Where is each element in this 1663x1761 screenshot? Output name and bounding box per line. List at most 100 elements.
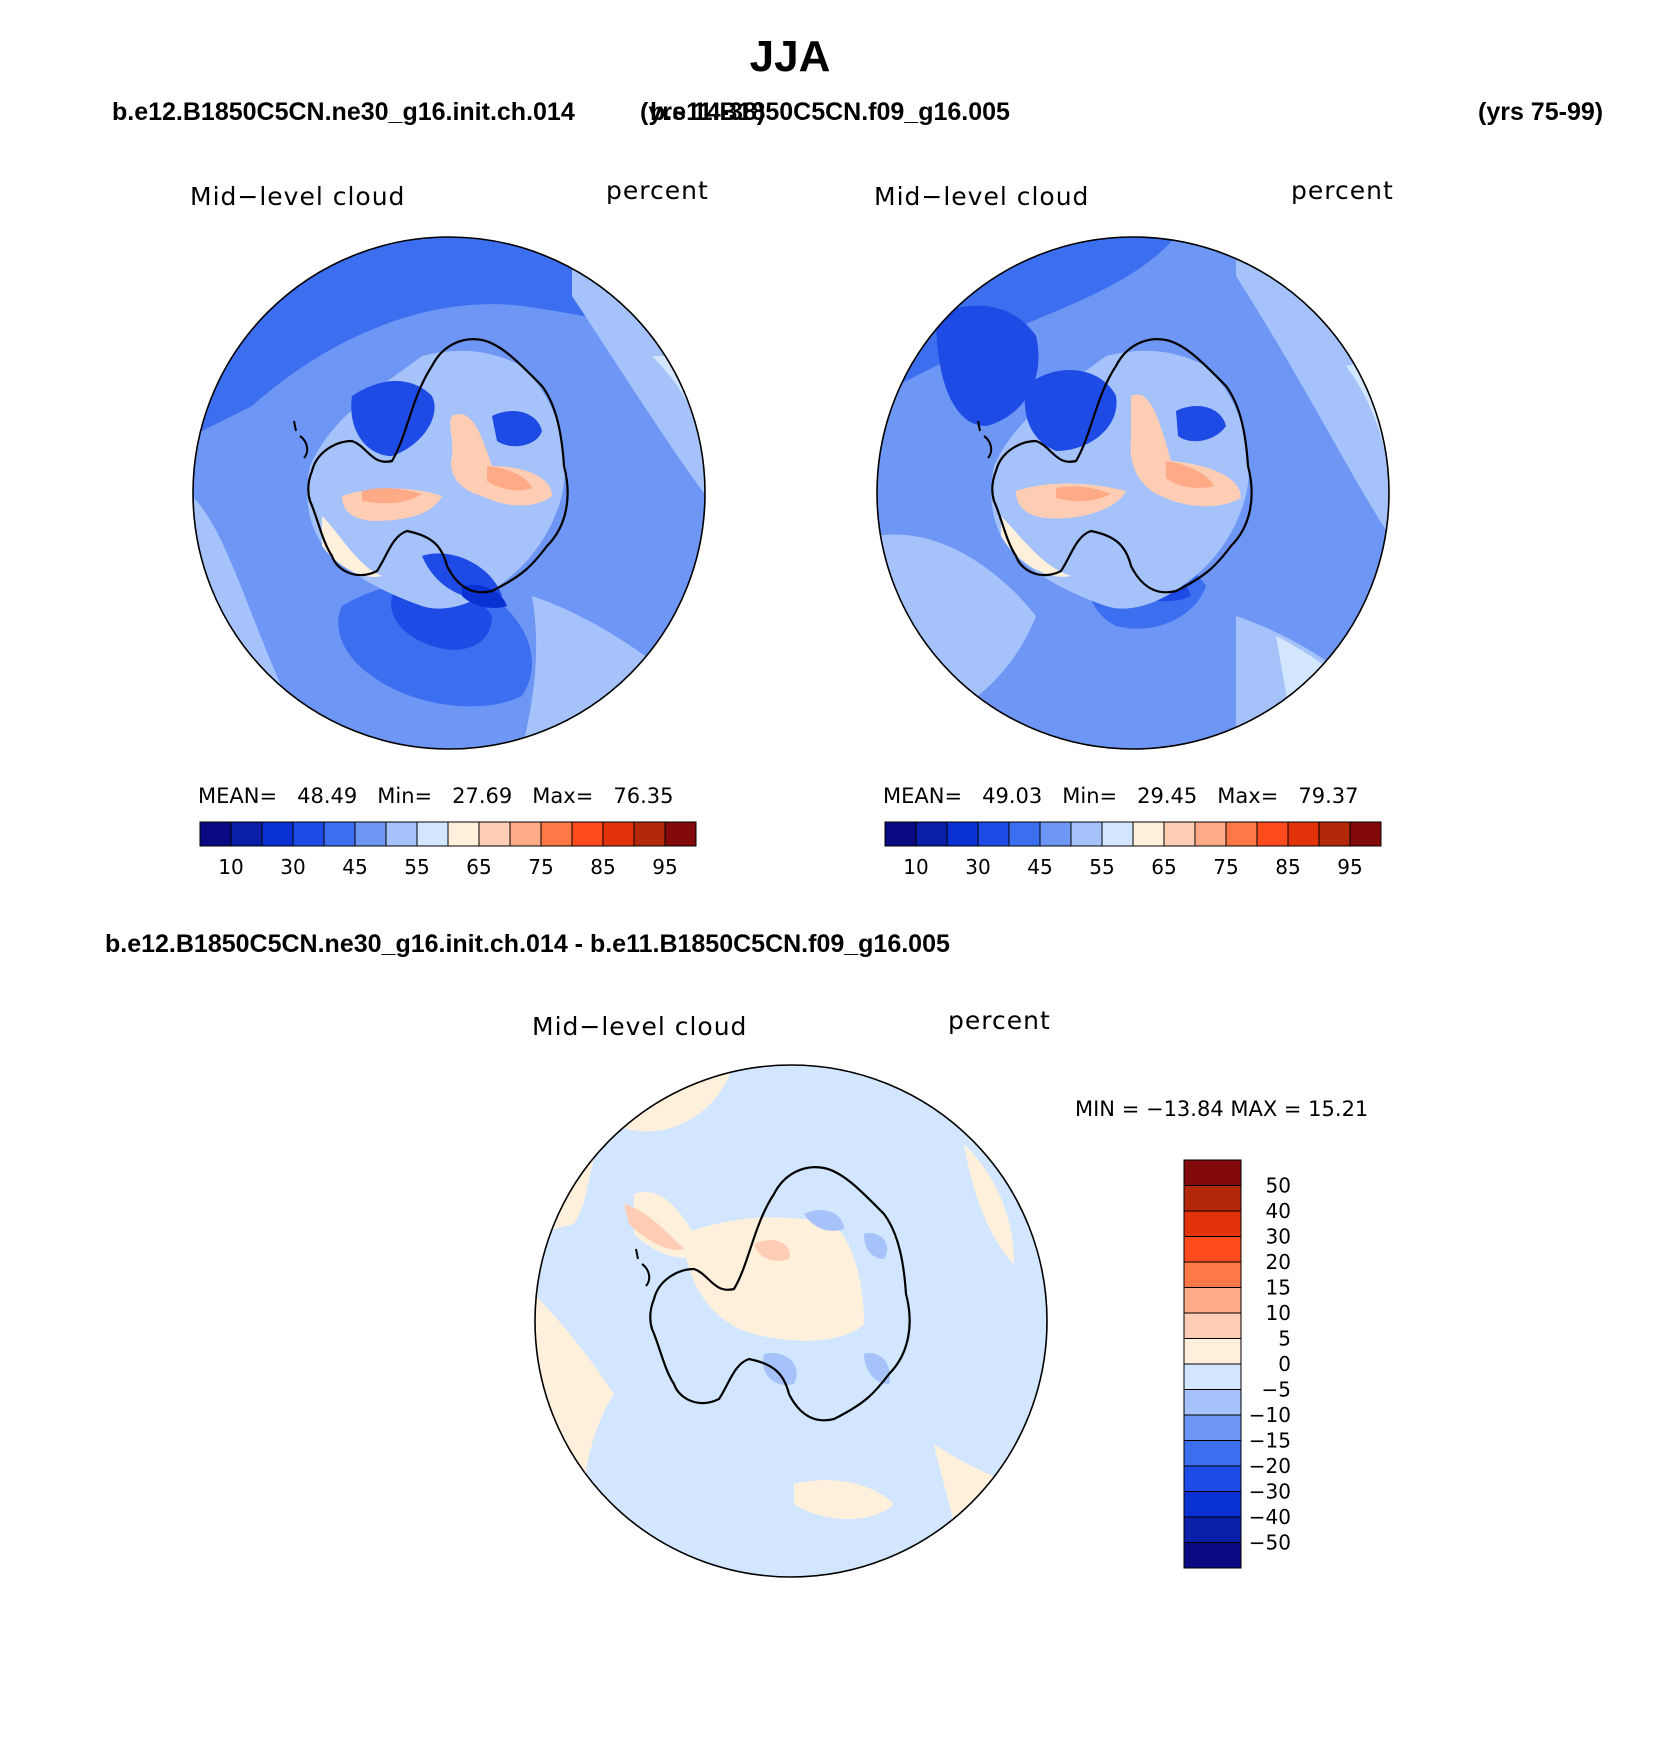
diff-colorbar-swatch [1183, 1236, 1242, 1263]
panel1-min-label: Min= [377, 784, 433, 808]
panel2-stats: MEAN= 49.03 Min= 29.45 Max= 79.37 [883, 784, 1358, 808]
panel2-colorbar-swatch [915, 821, 948, 847]
diff-colorbar-swatch [1183, 1465, 1242, 1492]
panel2-colorbar-swatch [1070, 821, 1103, 847]
diff-colorbar-tick-label: −20 [1249, 1454, 1291, 1478]
panel1-colorbar-tick-label: 95 [652, 855, 677, 879]
panel2-colorbar-swatch [1287, 821, 1320, 847]
panel2-units-label: percent [1291, 176, 1394, 205]
panel1-colorbar-tick-label: 65 [466, 855, 491, 879]
diff-colorbar-swatch [1183, 1363, 1242, 1390]
panel1-stats: MEAN= 48.49 Min= 27.69 Max= 76.35 [198, 784, 673, 808]
panel2-colorbar-swatch [1101, 821, 1134, 847]
panel1-colorbar-swatch [261, 821, 294, 847]
panel1-units-label: percent [606, 176, 709, 205]
panel1-min-value: 27.69 [452, 784, 513, 808]
panel1-colorbar-swatch [354, 821, 387, 847]
panel2-max-label: Max= [1217, 784, 1279, 808]
panel2-polar-map [876, 236, 1390, 750]
diff-colorbar-swatch [1183, 1312, 1242, 1339]
panel2-colorbar-tick-label: 95 [1337, 855, 1362, 879]
diff-colorbar-swatch [1183, 1210, 1242, 1237]
panel2-variable-label: Mid−level cloud [874, 182, 1090, 211]
diff-colorbar-tick-label: −10 [1249, 1403, 1291, 1427]
panel2-colorbar-tick-label: 30 [965, 855, 990, 879]
diff-units-label: percent [948, 1006, 1051, 1035]
panel1-colorbar-swatch [323, 821, 356, 847]
panel1-colorbar-swatch [602, 821, 635, 847]
panel1-colorbar-swatch [509, 821, 542, 847]
diff-variable-label: Mid−level cloud [532, 1012, 748, 1041]
panel1-colorbar-swatch [292, 821, 325, 847]
panel2-colorbar-swatch [1225, 821, 1258, 847]
panel2-colorbar-swatch [1039, 821, 1072, 847]
diff-polar-map [534, 1064, 1048, 1578]
panel2-colorbar-tick-label: 75 [1213, 855, 1238, 879]
panel1-mean-label: MEAN= [198, 784, 278, 808]
panel1-colorbar-swatch [416, 821, 449, 847]
panel1-colorbar-tick-label: 55 [404, 855, 429, 879]
panel1-colorbar-swatch [571, 821, 604, 847]
panel2-colorbar-tick-label: 10 [903, 855, 928, 879]
panel2-colorbar-swatch [1256, 821, 1289, 847]
panel2-colorbar-swatch [1349, 821, 1382, 847]
diff-colorbar-tick-label: 20 [1266, 1250, 1291, 1274]
panel1-max-label: Max= [532, 784, 594, 808]
diff-colorbar-swatch [1183, 1159, 1242, 1186]
diff-colorbar-tick-label: −5 [1262, 1378, 1291, 1402]
panel2-colorbar-swatch [1163, 821, 1196, 847]
panel1-colorbar-swatch [540, 821, 573, 847]
diff-colorbar-tick-label: −30 [1249, 1480, 1291, 1504]
panel1-colorbar-swatch [230, 821, 263, 847]
diff-colorbar-tick-label: −50 [1249, 1531, 1291, 1555]
diff-colorbar-tick-label: −40 [1249, 1505, 1291, 1529]
panel2-colorbar-swatch [1318, 821, 1351, 847]
diff-colorbar-swatch [1183, 1338, 1242, 1365]
panel1-colorbar-swatch [199, 821, 232, 847]
panel1-colorbar: 10 30 45 55 65 75 85 95 [199, 821, 697, 879]
panel2-min-label: Min= [1062, 784, 1118, 808]
panel1-colorbar-tick-label: 30 [280, 855, 305, 879]
panel2-colorbar-swatch [1008, 821, 1041, 847]
diff-colorbar-swatch [1183, 1389, 1242, 1416]
panel2-colorbar-tick-label: 65 [1151, 855, 1176, 879]
diff-colorbar-swatch [1183, 1491, 1242, 1518]
case1-years: (yrs 14-38) [640, 98, 766, 126]
diff-colorbar-tick-label: 30 [1266, 1225, 1291, 1249]
panel1-variable-label: Mid−level cloud [190, 182, 406, 211]
panel1-colorbar-swatch [664, 821, 697, 847]
diff-colorbar-swatch [1183, 1542, 1242, 1569]
panel2-colorbar-tick-label: 55 [1089, 855, 1114, 879]
panel1-mean-value: 48.49 [297, 784, 358, 808]
diff-colorbar-swatch [1183, 1287, 1242, 1314]
panel1-polar-map [192, 236, 706, 750]
diff-colorbar-swatch [1183, 1440, 1242, 1467]
case1-header: b.e12.B1850C5CN.ne30_g16.init.ch.014 [112, 98, 575, 126]
panel1-colorbar-tick-label: 85 [590, 855, 615, 879]
case2-header: b.e11.B1850C5CN.f09_g16.005 [650, 98, 1010, 126]
panel2-colorbar: 10 30 45 55 65 75 85 95 [884, 821, 1382, 879]
case2-years: (yrs 75-99) [1478, 98, 1604, 126]
panel2-colorbar-tick-label: 45 [1027, 855, 1052, 879]
diff-minmax: MIN = −13.84 MAX = 15.21 [1075, 1097, 1369, 1121]
diff-colorbar-swatch [1183, 1261, 1242, 1288]
diff-colorbar-tick-label: 5 [1278, 1327, 1291, 1351]
panel1-colorbar-swatch [447, 821, 480, 847]
panel1-max-value: 76.35 [613, 784, 674, 808]
diff-colorbar-tick-label: −15 [1249, 1429, 1291, 1453]
diff-colorbar-swatch [1183, 1414, 1242, 1441]
panel1-colorbar-tick-label: 10 [218, 855, 243, 879]
diff-colorbar-tick-label: 40 [1266, 1199, 1291, 1223]
figure-title: JJA [749, 32, 831, 81]
panel1-colorbar-swatch [385, 821, 418, 847]
panel1-colorbar-tick-label: 75 [528, 855, 553, 879]
diff-colorbar-tick-label: 50 [1266, 1174, 1291, 1198]
panel2-mean-value: 49.03 [982, 784, 1043, 808]
panel2-colorbar-tick-label: 85 [1275, 855, 1300, 879]
diff-header: b.e12.B1850C5CN.ne30_g16.init.ch.014 - b… [105, 930, 950, 958]
panel2-min-value: 29.45 [1137, 784, 1198, 808]
panel2-colorbar-swatch [1132, 821, 1165, 847]
diff-colorbar-tick-label: 10 [1266, 1301, 1291, 1325]
panel2-colorbar-swatch [977, 821, 1010, 847]
diff-colorbar-tick-label: 15 [1266, 1276, 1291, 1300]
